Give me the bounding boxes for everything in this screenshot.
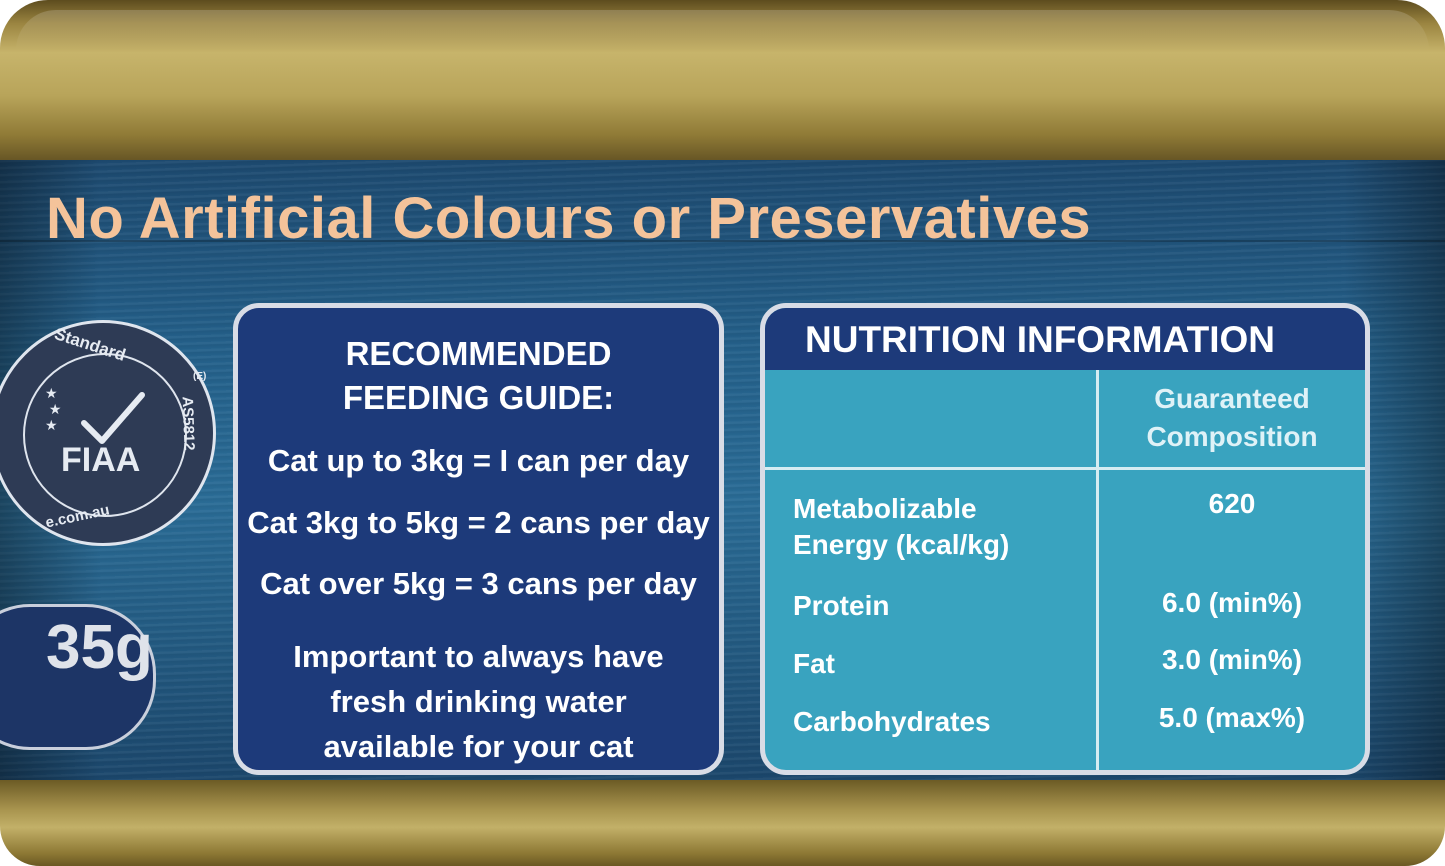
- nutrient-value-energy: 620: [1208, 488, 1256, 519]
- nutrient-label-energy: Metabolizable Energy (kcal/kg): [793, 491, 1009, 563]
- nutrient-value-carbohydrates: 5.0 (max%): [1158, 702, 1306, 733]
- energy-label-line1: Metabolizable: [793, 493, 977, 524]
- feeding-line: Cat 3kg to 5kg = 2 cans per day: [247, 505, 710, 540]
- can-bottom-rim: [0, 780, 1445, 866]
- nutrient-value-fat: 3.0 (min%): [1161, 644, 1303, 675]
- water-note-line2: fresh drinking water: [330, 684, 627, 719]
- seal-right-text: AS5812: [178, 396, 198, 451]
- seal-center-text: FIAA: [61, 441, 141, 479]
- column-header-line1: Guaranteed: [1154, 383, 1310, 414]
- nutrient-value-protein: 6.0 (min%): [1161, 587, 1303, 618]
- checkmark-icon: [81, 392, 145, 444]
- nutrition-title: NUTRITION INFORMATION: [805, 319, 1275, 360]
- can-top-rim: [0, 0, 1445, 165]
- water-note-line1: Important to always have: [293, 639, 664, 674]
- feeding-guide-panel: RECOMMENDED FEEDING GUIDE: Cat up to 3kg…: [233, 303, 724, 775]
- nutrient-label-protein: Protein: [793, 590, 890, 621]
- feeding-guide-title: RECOMMENDED FEEDING GUIDE:: [238, 332, 719, 420]
- nutrient-label-carbohydrates: Carbohydrates: [793, 706, 991, 737]
- water-note: Important to always have fresh drinking …: [258, 634, 699, 769]
- weight-badge: [0, 604, 156, 750]
- seal-inner-ring: [23, 353, 187, 517]
- feeding-line: Cat up to 3kg = I can per day: [267, 443, 690, 478]
- feeding-title-line2: FEEDING GUIDE:: [342, 379, 615, 416]
- seal-reg-mark: (E): [193, 371, 207, 382]
- column-header: Guaranteed Composition: [1099, 380, 1365, 456]
- feeding-line: Cat over 5kg = 3 cans per day: [260, 566, 697, 601]
- net-weight: 35g: [46, 613, 153, 682]
- feeding-title-line1: RECOMMENDED: [345, 335, 612, 372]
- nutrient-label-fat: Fat: [793, 648, 835, 679]
- column-divider: [1096, 370, 1099, 770]
- headline: No Artificial Colours or Preservatives: [46, 186, 1092, 251]
- row-divider: [765, 467, 1365, 470]
- certification-seal: Standard (E) AS5812 ★ ★ ★ FIAA e.com.au: [0, 320, 216, 546]
- energy-label-line2: Energy (kcal/kg): [793, 529, 1010, 560]
- nutrition-header: NUTRITION INFORMATION: [765, 308, 1365, 370]
- column-header-line2: Composition: [1146, 421, 1318, 452]
- water-note-line3: available for your cat: [323, 729, 634, 764]
- nutrition-panel: NUTRITION INFORMATION Guaranteed Composi…: [760, 303, 1370, 775]
- stars-icon: ★ ★ ★: [45, 385, 62, 433]
